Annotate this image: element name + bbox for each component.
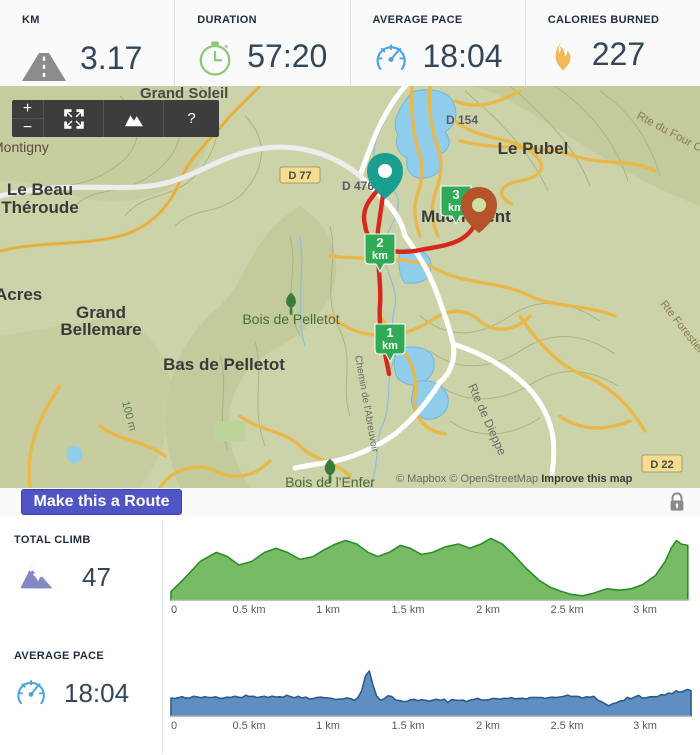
- svg-text:1: 1: [386, 325, 393, 340]
- svg-text:1 km: 1 km: [316, 604, 340, 616]
- svg-text:2: 2: [376, 235, 383, 250]
- svg-text:3: 3: [452, 187, 459, 202]
- svg-text:D 154: D 154: [446, 113, 478, 127]
- svg-text:1.5 km: 1.5 km: [391, 604, 424, 616]
- svg-text:Le Pubel: Le Pubel: [498, 139, 569, 158]
- svg-text:0: 0: [171, 604, 177, 616]
- svg-text:1.5 km: 1.5 km: [391, 720, 424, 732]
- svg-text:3 km: 3 km: [633, 604, 657, 616]
- svg-text:2.5 km: 2.5 km: [550, 720, 583, 732]
- svg-text:km: km: [382, 340, 398, 352]
- svg-text:D 77: D 77: [288, 170, 311, 182]
- svg-text:Théroude: Théroude: [1, 198, 78, 217]
- svg-text:2.5 km: 2.5 km: [550, 604, 583, 616]
- svg-text:Bellemare: Bellemare: [60, 320, 141, 339]
- svg-text:2 km: 2 km: [476, 604, 500, 616]
- svg-text:Montigny: Montigny: [0, 139, 49, 155]
- svg-text:2 km: 2 km: [476, 720, 500, 732]
- svg-text:1 km: 1 km: [316, 720, 340, 732]
- svg-text:0.5 km: 0.5 km: [232, 604, 265, 616]
- svg-text:Bas de Pelletot: Bas de Pelletot: [163, 355, 285, 374]
- svg-text:Le Beau: Le Beau: [7, 180, 73, 199]
- svg-text:0: 0: [171, 720, 177, 732]
- svg-text:Acres: Acres: [0, 285, 42, 304]
- svg-text:3 km: 3 km: [633, 720, 657, 732]
- svg-text:km: km: [372, 250, 388, 262]
- svg-text:D 22: D 22: [650, 459, 673, 471]
- svg-text:© Mapbox © OpenStreetMap Impro: © Mapbox © OpenStreetMap Improve this ma…: [396, 473, 633, 485]
- svg-text:0.5 km: 0.5 km: [232, 720, 265, 732]
